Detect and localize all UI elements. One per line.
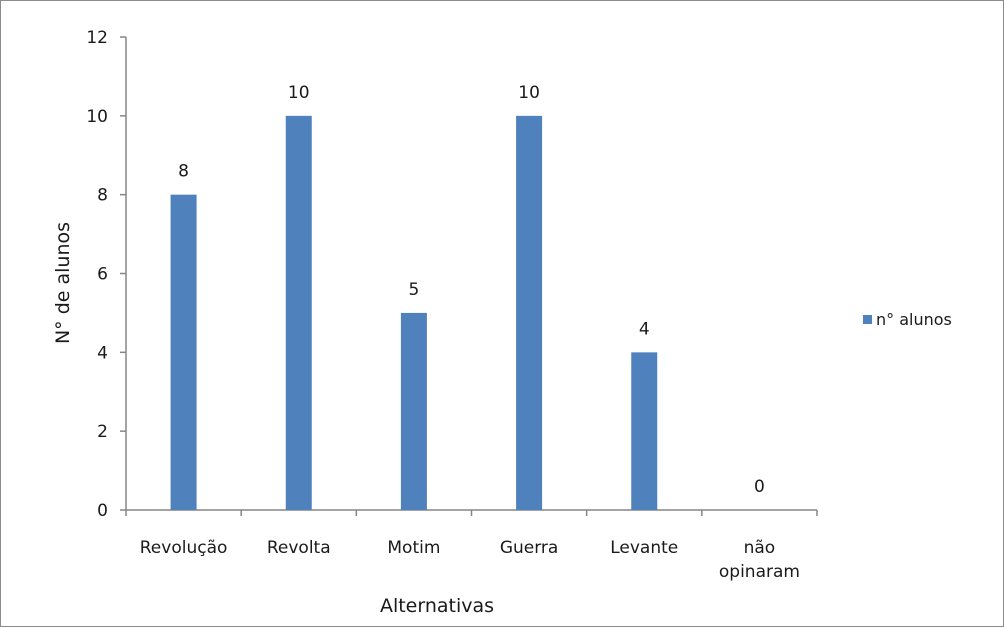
y-tick-label: 4 bbox=[97, 343, 108, 363]
y-axis-title: N° de alunos bbox=[52, 222, 74, 344]
data-label: 10 bbox=[518, 83, 540, 103]
legend-swatch bbox=[863, 315, 872, 324]
category-label: Guerra bbox=[500, 538, 559, 558]
y-tick-label: 2 bbox=[97, 422, 108, 442]
category-label: Motim bbox=[387, 538, 440, 558]
data-label: 0 bbox=[754, 477, 765, 497]
data-label: 8 bbox=[178, 162, 189, 182]
bars bbox=[170, 115, 658, 510]
category-label: opinaram bbox=[719, 562, 800, 582]
axes bbox=[120, 36, 818, 516]
y-tick-label: 10 bbox=[86, 107, 108, 127]
category-labels: Revolução Revolta Motim Guerra Levante não opi… bbox=[140, 538, 800, 582]
bar bbox=[631, 352, 658, 510]
bar bbox=[400, 312, 427, 510]
data-label: 5 bbox=[409, 280, 420, 300]
category-label: Levante bbox=[610, 538, 678, 558]
data-label: 10 bbox=[288, 83, 310, 103]
y-tick-label: 6 bbox=[97, 265, 108, 285]
bar bbox=[516, 115, 543, 510]
category-label: Revolução bbox=[140, 538, 228, 558]
y-tick-label: 8 bbox=[97, 186, 108, 206]
data-label: 4 bbox=[639, 319, 650, 339]
y-tick-labels: 0 2 4 6 8 10 12 bbox=[86, 28, 108, 521]
bar bbox=[285, 115, 312, 510]
legend: n° alunos bbox=[863, 310, 952, 329]
legend-label: n° alunos bbox=[876, 310, 952, 329]
category-label: Revolta bbox=[267, 538, 331, 558]
y-tick-label: 0 bbox=[97, 501, 108, 521]
x-axis-title: Alternativas bbox=[380, 595, 494, 617]
data-labels: 8 10 5 10 4 0 bbox=[178, 83, 765, 497]
y-tick-label: 12 bbox=[86, 28, 108, 48]
bar bbox=[170, 194, 197, 510]
category-label: não bbox=[744, 538, 776, 558]
